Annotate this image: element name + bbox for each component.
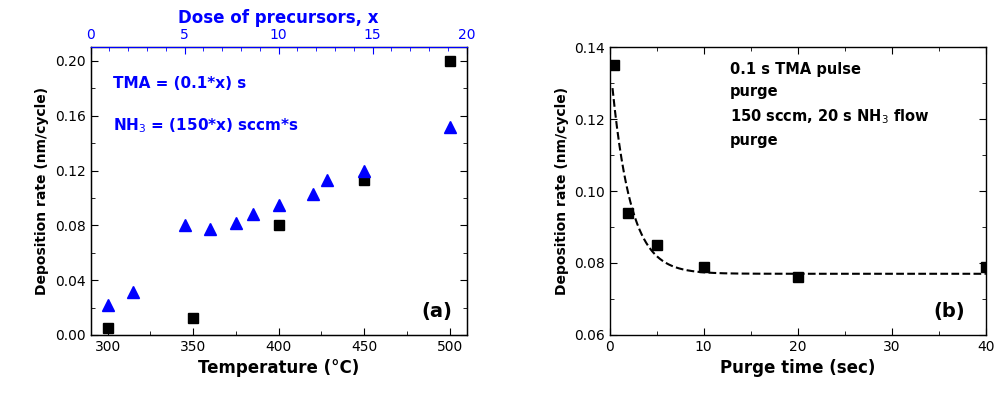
Y-axis label: Deposition rate (nm/cycle): Deposition rate (nm/cycle) xyxy=(35,87,49,295)
X-axis label: Temperature (°C): Temperature (°C) xyxy=(198,359,359,377)
Y-axis label: Deposition rate (nm/cycle): Deposition rate (nm/cycle) xyxy=(554,87,568,295)
Text: TMA = (0.1*x) s: TMA = (0.1*x) s xyxy=(113,76,246,91)
X-axis label: Purge time (sec): Purge time (sec) xyxy=(720,359,875,377)
Text: NH$_3$ = (150*x) sccm*s: NH$_3$ = (150*x) sccm*s xyxy=(113,116,299,135)
X-axis label: Dose of precursors, x: Dose of precursors, x xyxy=(178,9,379,27)
Text: (a): (a) xyxy=(422,301,453,321)
Text: (b): (b) xyxy=(934,301,965,321)
Text: 0.1 s TMA pulse
purge
150 sccm, 20 s NH$_3$ flow
purge: 0.1 s TMA pulse purge 150 sccm, 20 s NH$… xyxy=(730,62,930,148)
